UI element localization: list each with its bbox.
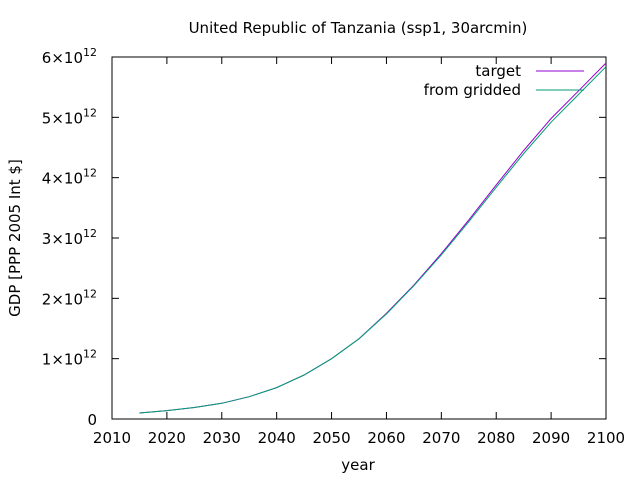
y-tick-label: 5×1012 [42, 106, 97, 127]
series-layer [139, 62, 607, 414]
y-tick-mantissa: 1×10 [42, 351, 83, 369]
y-tick-exponent: 12 [83, 46, 97, 59]
y-tick-mantissa: 4×10 [42, 170, 83, 188]
y-tick-exponent: 12 [83, 348, 97, 361]
y-tick-mantissa: 2×10 [42, 290, 83, 308]
x-tick-label: 2020 [148, 429, 186, 447]
series-line-from-gridded [139, 66, 607, 414]
legend-label-target: target [475, 62, 521, 80]
x-tick-label: 2090 [532, 429, 570, 447]
y-tick-label: 2×1012 [42, 287, 97, 308]
x-tick-label: 2050 [312, 429, 350, 447]
y-axis-label: GDP [PPP 2005 Int $] [6, 159, 24, 317]
legend-label-from-gridded: from gridded [424, 81, 521, 99]
chart-title: United Republic of Tanzania (ssp1, 30arc… [189, 19, 528, 37]
x-tick-label: 2070 [422, 429, 460, 447]
y-tick-mantissa: 6×10 [42, 49, 83, 67]
x-tick-label: 2060 [367, 429, 405, 447]
x-tick-label: 2080 [477, 429, 515, 447]
y-tick-exponent: 12 [83, 287, 97, 300]
y-tick-exponent: 12 [83, 167, 97, 180]
x-axis: 2010 2020 2030 2040 2050 2060 2070 2080 2090 2100 [93, 57, 625, 447]
y-tick-label: 6×1012 [42, 46, 97, 67]
y-tick-mantissa: 5×10 [42, 109, 83, 127]
x-tick-label: 2030 [203, 429, 241, 447]
y-tick-exponent: 12 [83, 106, 97, 119]
y-tick-exponent: 12 [83, 227, 97, 240]
x-tick-label: 2010 [93, 429, 131, 447]
y-tick-label: 4×1012 [42, 167, 97, 188]
y-tick-label: 3×1012 [42, 227, 97, 248]
plot-frame [111, 56, 607, 420]
y-tick-label: 0 [87, 411, 97, 429]
x-tick-label: 2040 [258, 429, 296, 447]
legend: target from gridded [424, 62, 584, 99]
x-tick-label: 2100 [587, 429, 625, 447]
y-tick-mantissa: 3×10 [42, 230, 83, 248]
series-line-target [139, 62, 607, 414]
x-axis-label: year [341, 456, 375, 474]
y-tick-label: 1×1012 [42, 348, 97, 369]
